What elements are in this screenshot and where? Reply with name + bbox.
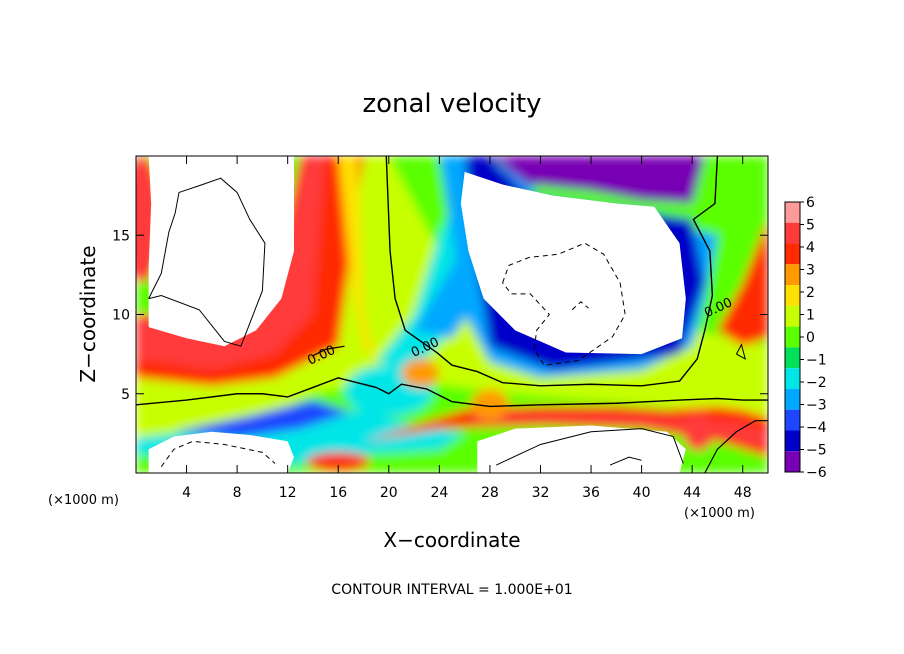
contour-dashed-upper — [502, 242, 626, 366]
colorbar-swatch-9 — [785, 388, 800, 410]
colorbar-swatch-5 — [785, 305, 800, 327]
contour-lower-right — [496, 428, 684, 466]
contour-zero-left-stub — [312, 345, 345, 357]
y-axis: 5 10 15 — [112, 228, 768, 403]
y-tick-label-1: 10 — [112, 308, 130, 324]
out-of-range-lower-left — [148, 431, 294, 473]
colorbar-label-5: 1 — [806, 308, 815, 324]
contour-interval-note: CONTOUR INTERVAL = 1.000E+01 — [331, 582, 572, 598]
y-tick-label-2: 15 — [112, 228, 130, 244]
x-tick-label-9: 40 — [633, 485, 651, 501]
x-tick-label-5: 24 — [430, 485, 448, 501]
colorbar-label-12: −6 — [806, 465, 827, 481]
colorbar-label-3: 3 — [806, 263, 815, 279]
contour-lower-right-2 — [609, 456, 642, 466]
contour-dashed-mini — [571, 301, 589, 311]
x-tick-label-7: 32 — [532, 485, 550, 501]
field-red-spot — [306, 452, 370, 472]
x-tick-label-10: 44 — [683, 485, 701, 501]
colorbar-swatch-11 — [785, 430, 800, 452]
x-unit-right: (×1000 m) — [684, 506, 755, 521]
y-tick-label-0: 5 — [121, 387, 130, 403]
x-axis-label: X−coordinate — [383, 528, 520, 552]
colorbar-label-2: 4 — [806, 240, 815, 256]
x-tick-label-11: 48 — [734, 485, 752, 501]
colorbar-swatch-6 — [785, 326, 800, 348]
colorbar-swatch-0 — [785, 202, 800, 223]
field-blue-lower — [173, 400, 351, 439]
contour-dashed-lower — [160, 440, 276, 467]
field-red-right — [717, 219, 768, 347]
field-yellow-left — [338, 156, 377, 363]
colorbar-swatch-2 — [785, 243, 800, 265]
contour-lines — [136, 156, 768, 473]
colorbar-label-11: −5 — [806, 443, 827, 459]
x-tick-label-4: 20 — [380, 485, 398, 501]
colorbar-label-9: −3 — [806, 398, 827, 414]
x-tick-label-0: 4 — [182, 485, 191, 501]
colorbar-swatch-1 — [785, 222, 800, 244]
x-tick-label-1: 8 — [233, 485, 242, 501]
field-red-right-low — [683, 412, 714, 451]
colorbar-label-7: −1 — [806, 353, 827, 369]
colorbar-label-1: 5 — [806, 218, 815, 234]
y-axis-label: Z−coordinate — [76, 245, 100, 382]
field-orange-spot — [470, 388, 509, 421]
colorbar-swatch-3 — [785, 264, 800, 286]
x-axis: 4 8 12 16 20 24 28 32 36 40 44 48 — [182, 156, 752, 501]
colorbar-label-8: −2 — [806, 375, 827, 391]
x-tick-label-8: 36 — [582, 485, 600, 501]
field-orange-spot-2 — [401, 358, 440, 388]
field-purple-top — [489, 156, 705, 204]
velocity-field — [136, 156, 768, 473]
contour-upper-left-loop — [148, 177, 266, 347]
out-of-range-upper-right — [460, 171, 686, 355]
colorbar: 6 5 4 3 2 1 0 −1 −2 −3 −4 −5 −6 — [784, 195, 827, 481]
colorbar-swatch-4 — [785, 285, 800, 306]
colorbar-swatch-10 — [785, 409, 800, 431]
colorbar-swatch-8 — [785, 368, 800, 389]
colorbar-label-6: 0 — [806, 330, 815, 346]
x-tick-label-6: 28 — [481, 485, 499, 501]
colorbar-swatch-7 — [785, 347, 800, 369]
contour-right-low — [704, 420, 768, 473]
x-tick-label-2: 12 — [279, 485, 297, 501]
colorbar-swatch-12 — [785, 451, 800, 472]
contour-zero-main — [385, 156, 719, 387]
contour-zero-low — [136, 377, 768, 408]
colorbar-label-4: 2 — [806, 285, 815, 301]
colorbar-label-0: 6 — [806, 195, 815, 211]
colorbar-label-10: −4 — [806, 420, 827, 436]
x-tick-label-3: 16 — [329, 485, 347, 501]
contour-right-loop — [735, 343, 747, 360]
out-of-range-upper-left — [148, 156, 294, 347]
x-unit-left: (×1000 m) — [48, 493, 119, 508]
chart-title: zonal velocity — [362, 89, 541, 119]
out-of-range-lower-right — [477, 425, 686, 473]
